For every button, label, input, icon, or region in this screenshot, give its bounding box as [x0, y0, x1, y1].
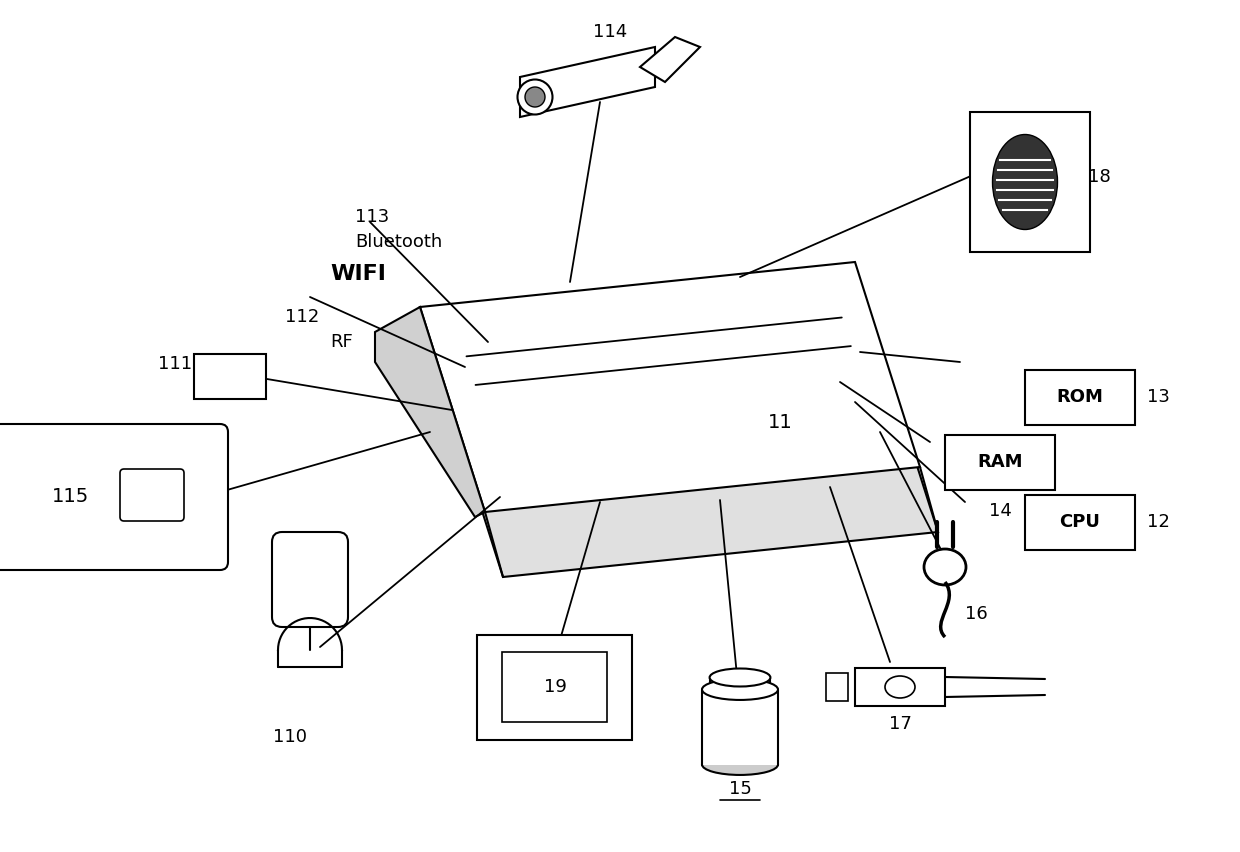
Bar: [502, 652, 608, 722]
Text: 111: 111: [157, 355, 192, 373]
Text: 13: 13: [1147, 388, 1169, 406]
Text: 19: 19: [543, 678, 567, 696]
FancyBboxPatch shape: [272, 532, 348, 627]
Text: 11: 11: [768, 412, 792, 431]
FancyBboxPatch shape: [120, 469, 184, 521]
Bar: [193, 354, 267, 400]
Text: 115: 115: [51, 487, 88, 506]
Text: 12: 12: [1147, 513, 1169, 531]
Polygon shape: [520, 47, 655, 117]
Ellipse shape: [702, 754, 777, 775]
Text: RF: RF: [330, 333, 352, 351]
Bar: [702, 689, 777, 764]
Polygon shape: [420, 262, 920, 512]
Text: 16: 16: [965, 605, 988, 623]
Bar: [970, 112, 1090, 252]
Text: 114: 114: [593, 23, 627, 41]
Ellipse shape: [517, 79, 553, 114]
Ellipse shape: [924, 549, 966, 585]
Ellipse shape: [709, 669, 770, 687]
Text: 113: 113: [355, 208, 389, 226]
Bar: [826, 673, 848, 701]
Text: RAM: RAM: [977, 453, 1023, 471]
Bar: [477, 635, 632, 740]
Polygon shape: [640, 37, 701, 82]
Text: CPU: CPU: [1059, 513, 1100, 531]
Text: ROM: ROM: [1056, 388, 1104, 406]
Bar: [1025, 494, 1135, 550]
Ellipse shape: [992, 135, 1058, 229]
Bar: [856, 668, 945, 706]
Text: 18: 18: [1087, 168, 1111, 186]
Bar: [945, 435, 1055, 490]
Text: 17: 17: [889, 715, 911, 733]
Text: 15: 15: [729, 780, 751, 798]
Polygon shape: [438, 327, 937, 577]
Bar: [1025, 370, 1135, 424]
Ellipse shape: [525, 87, 546, 107]
Text: WIFI: WIFI: [330, 264, 386, 284]
Text: 110: 110: [273, 728, 308, 746]
FancyBboxPatch shape: [0, 424, 228, 570]
Ellipse shape: [702, 679, 777, 700]
Polygon shape: [374, 307, 485, 517]
Ellipse shape: [885, 676, 915, 698]
Text: 112: 112: [285, 308, 319, 326]
Text: Bluetooth: Bluetooth: [355, 233, 443, 251]
Text: 14: 14: [988, 503, 1012, 521]
